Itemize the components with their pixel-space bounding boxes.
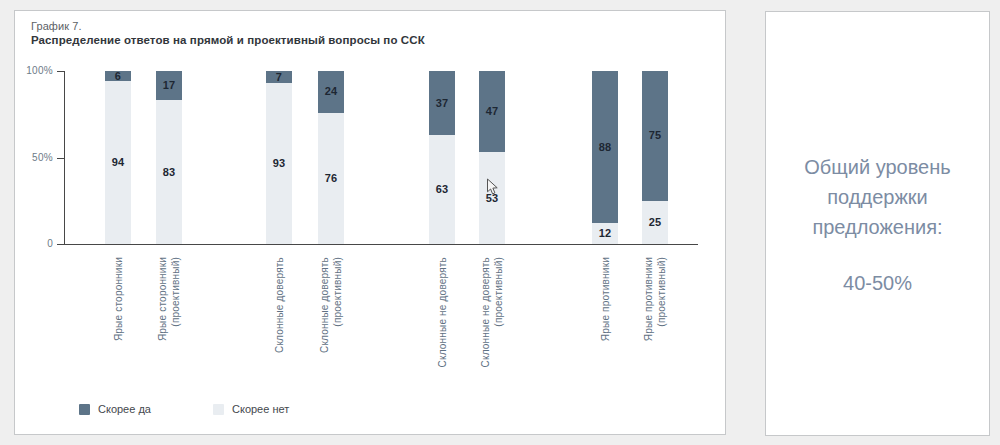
x-axis-label: Склонные доверять <box>273 257 286 397</box>
bar-value-yes: 17 <box>152 79 186 91</box>
y-tick-label: 0 <box>19 238 53 250</box>
legend-item: Скорее да <box>79 403 151 415</box>
bar-value-yes: 6 <box>101 70 135 82</box>
legend-label: Скорее да <box>98 403 151 415</box>
x-axis <box>64 244 698 245</box>
x-axis-label: Склонные не доверять(проективный) <box>479 257 505 397</box>
mouse-cursor <box>486 178 500 196</box>
bar-value-no: 63 <box>425 183 459 195</box>
legend-label: Скорее нет <box>232 403 289 415</box>
bar-value-yes: 88 <box>588 141 622 153</box>
legend-swatch <box>79 404 90 415</box>
bar-value-yes: 75 <box>638 129 672 141</box>
x-axis-label: Ярые сторонники(проективный) <box>156 257 182 397</box>
legend-swatch <box>213 404 224 415</box>
bar-value-no: 83 <box>152 166 186 178</box>
y-tick <box>57 158 64 159</box>
bar-value-yes: 47 <box>475 105 509 117</box>
bar-value-no: 76 <box>314 172 348 184</box>
bar-value-no: 94 <box>101 156 135 168</box>
y-tick <box>57 71 64 72</box>
summary-value: 40-50% <box>843 272 912 295</box>
bar-value-yes: 37 <box>425 97 459 109</box>
bar-value-yes: 24 <box>314 85 348 97</box>
y-tick-label: 50% <box>19 152 53 164</box>
y-tick-label: 100% <box>19 65 53 77</box>
y-axis <box>64 71 65 244</box>
y-tick <box>57 244 64 245</box>
legend-item: Скорее нет <box>213 403 289 415</box>
bar-value-no: 12 <box>588 227 622 239</box>
bar-value-no: 25 <box>638 216 672 228</box>
chart-legend: Скорее да Скорее нет <box>15 403 727 423</box>
summary-text: Общий уровень поддержки предложения: <box>804 152 950 242</box>
bar-value-no: 93 <box>262 157 296 169</box>
bar-value-yes: 7 <box>262 71 296 83</box>
x-axis-label: Ярые противники(проективный) <box>642 257 668 397</box>
summary-panel: Общий уровень поддержки предложения: 40-… <box>765 11 990 436</box>
x-axis-label: Склонные не доверять <box>436 257 449 397</box>
x-axis-label: Ярые сторонники <box>112 257 125 397</box>
plot-area: 100% 50% 0 6 94 Ярые сторонники 17 83 Ярые сторо… <box>15 11 727 436</box>
x-axis-label: Склонные доверять(проективный) <box>318 257 344 397</box>
chart-panel: График 7. Распределение ответов на прямо… <box>14 10 726 435</box>
x-axis-label: Ярые противники <box>599 257 612 397</box>
